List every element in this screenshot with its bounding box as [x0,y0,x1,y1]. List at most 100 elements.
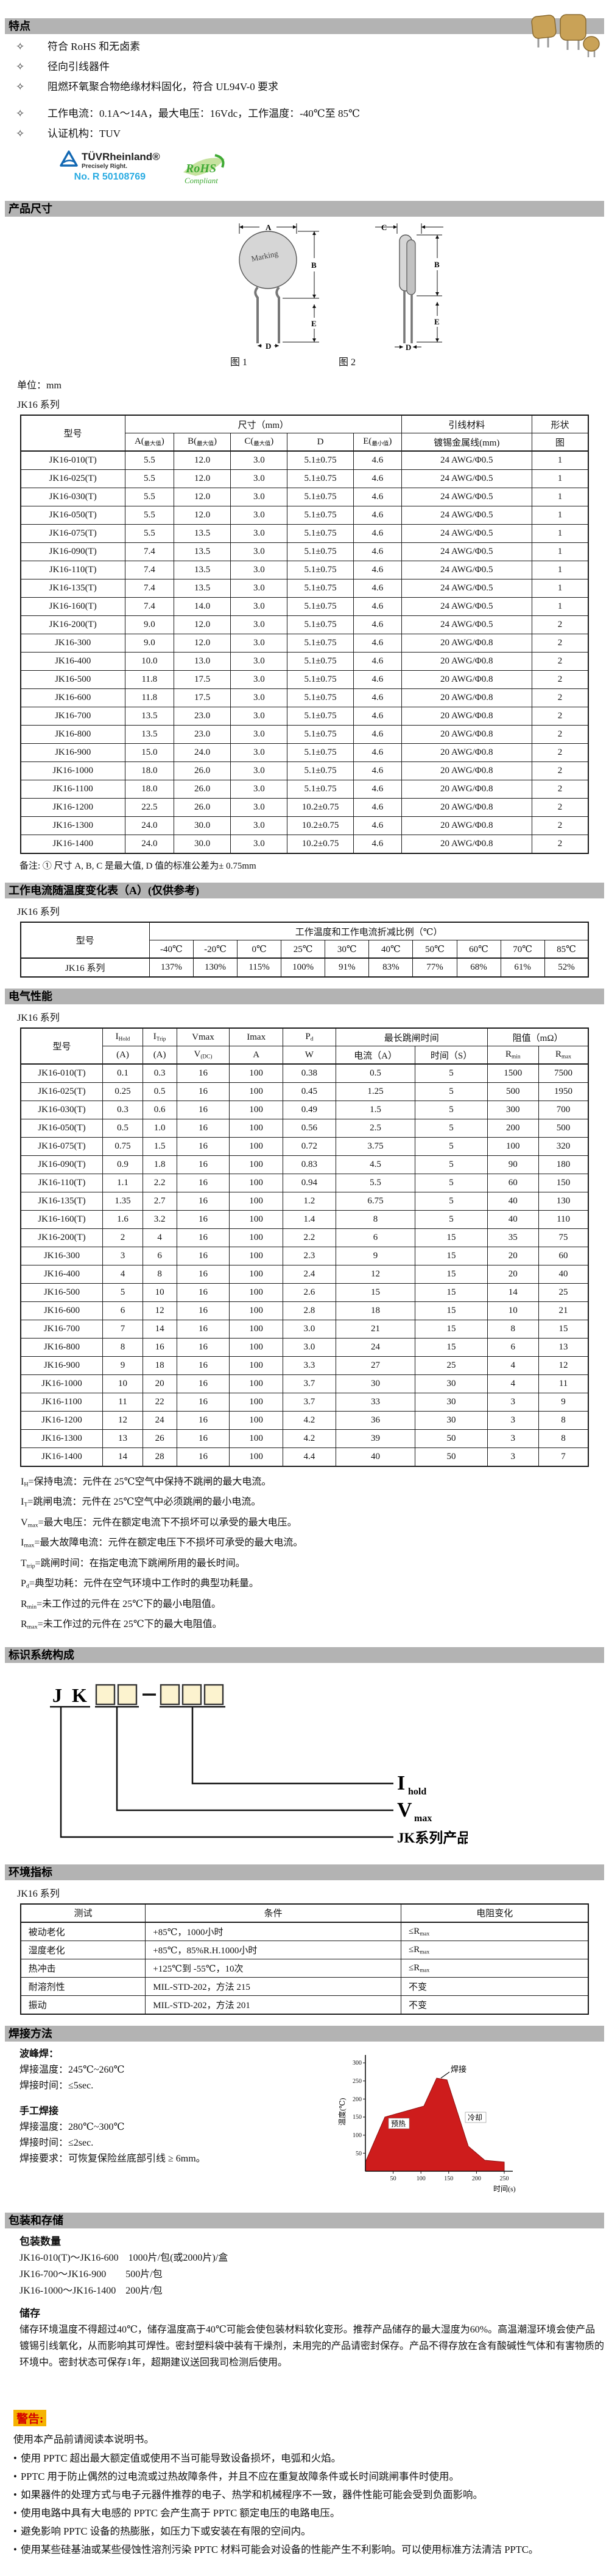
col-header-test: 测试 [20,1903,146,1923]
table-cell: 3.0 [230,542,288,561]
table-cell: 4.6 [353,615,402,634]
feature-text: 阻燃环氧聚合物绝缘材料固化，符合 UL94V-0 要求 [48,81,279,93]
col-header-vmax: Vmax [176,1027,230,1046]
table-cell: +85℃，85%R.H.1000小时 [145,1940,402,1959]
svg-text:hold: hold [408,1787,426,1797]
table-cell: 1.1 [102,1174,143,1192]
table-cell: 3.2 [142,1210,177,1229]
svg-text:B: B [311,261,317,270]
table-cell: JK16-1400 [20,1447,104,1467]
table-cell: 4.6 [353,780,402,799]
table-cell: 热冲击 [20,1958,146,1978]
temp-header: 70℃ [500,940,545,959]
svg-text:D: D [266,341,271,351]
table-cell: 75 [538,1228,589,1247]
table-row: JK16-1200 12 24 16 100 4.2 36 30 3 8 [20,1411,589,1430]
table-cell: 16 [176,1210,230,1229]
feature-item: ✧ 工作电流：0.1A～14A，最大电压：16Vdc，工作温度：-40℃至 85℃ [5,106,604,122]
table-cell: 83% [368,957,414,978]
table-cell: 12 [538,1356,589,1375]
table-cell: JK16-090(T) [20,1155,104,1174]
table-cell: JK16-600 [20,1301,104,1320]
table-cell: 3.0 [230,634,288,653]
section-header-marking: 标识系统构成 [5,1647,604,1663]
table-row: JK16-500 11.8 17.5 3.0 5.1±0.75 4.6 20 AWG/Φ0.… [20,670,589,689]
table-row: JK16-1100 18.0 26.0 3.0 5.1±0.75 4.6 20 AWG/Φ0… [20,780,589,799]
table-cell: 20 AWG/Φ0.8 [401,761,532,780]
table-cell: 100 [229,1374,283,1393]
table-cell: JK16-500 [20,670,125,689]
table-cell: 16 [176,1320,230,1339]
table-row: JK16-050(T) 0.5 1.0 16 100 0.56 2.5 5 200 500 [20,1119,589,1138]
table-cell: 2 [102,1228,143,1247]
table-row: JK16-800 8 16 16 100 3.0 24 15 6 13 [20,1338,589,1357]
section-header-electrical: 电气性能 [5,989,604,1004]
table-cell: 1.0 [142,1119,177,1138]
table-cell: 4.6 [353,469,402,488]
table-cell: 3 [102,1247,143,1265]
svg-text:200: 200 [472,2175,481,2182]
table-cell: JK16-700 [20,707,125,726]
table-cell: 20 AWG/Φ0.8 [401,634,532,653]
table-row: JK16-400 4 8 16 100 2.4 12 15 20 40 [20,1265,589,1284]
table-cell: 3.0 [230,816,288,835]
table-cell: 2.8 [283,1301,336,1320]
table-cell: 25 [538,1283,589,1302]
table-cell: 100 [229,1411,283,1430]
table-cell: 15 [335,1283,416,1302]
table-cell: 100 [229,1082,283,1101]
table-cell: 40 [538,1265,589,1284]
svg-text:200: 200 [353,2096,362,2103]
table-cell: 3 [487,1411,539,1430]
temp-header: 40℃ [368,940,414,959]
table-cell: 21 [538,1301,589,1320]
table-cell: JK16-900 [20,1356,104,1375]
table-cell: 3.0 [230,597,288,616]
figure-1-front-view: A Marking B E D [239,223,319,351]
table-cell: 23.0 [173,707,231,726]
table-cell: 7 [102,1320,143,1339]
table-cell: 18 [335,1301,416,1320]
table-cell: 不变 [401,1976,589,1996]
table-cell: 2.2 [283,1228,336,1247]
temp-header: -40℃ [149,940,194,959]
table-cell: 振动 [20,1995,146,2015]
table-cell: 13 [102,1429,143,1448]
solder-profile-chart: 300 250 200 150 100 50 50 100 150 200 25… [336,2046,525,2202]
col-header-ihold-unit: (A) [102,1046,143,1065]
table-cell: 11 [538,1374,589,1393]
table-cell: 12.0 [173,615,231,634]
table-cell: 5 [415,1063,488,1083]
tuv-brand-text: TÜVRheinland® [82,151,160,163]
table-cell: 20 AWG/Φ0.8 [401,798,532,817]
table-cell: JK16-110(T) [20,1174,104,1192]
table-cell: JK16-600 [20,688,125,707]
bullet-icon: • [13,2452,17,2464]
environment-table-body: 被动老化 +85℃，1000小时 ≤Rmax 湿度老化 +85℃，85%R.H.1000… [20,1922,589,2015]
packaging-qty-line: JK16-700～JK16-900 500片/包 [19,2269,163,2280]
table-cell: 0.3 [142,1063,177,1083]
table-cell: 100 [229,1192,283,1211]
table-row: JK16-030(T) 5.5 12.0 3.0 5.1±0.75 4.6 24 AWG/Φ… [20,488,589,506]
section-header-features: 特点 [5,18,604,34]
col-header-c: C(最大值) [230,433,288,452]
table-cell: 2 [531,780,589,799]
table-cell: 3.0 [230,670,288,689]
table-cell: 100 [229,1174,283,1192]
col-header-resistance-group: 阻值（mΩ） [487,1027,589,1046]
table-cell: 0.1 [102,1063,143,1083]
table-cell: 1950 [538,1082,589,1101]
warning-item: • 如果器件的处理方式与电子元器件推荐的电子、热学和机械程序不一致，器件性能可能会… [13,2486,604,2504]
table-cell: 100 [229,1320,283,1339]
table-cell: 100 [229,1393,283,1412]
table-cell: JK16-030(T) [20,1101,104,1119]
table-cell: 100 [229,1119,283,1138]
table-cell: 4.6 [353,450,402,470]
table-cell: 9.0 [124,634,174,653]
table-cell: 5.5 [124,469,174,488]
table-cell: 12.0 [173,469,231,488]
table-cell: 2 [531,670,589,689]
footnote: Imax=最大故障电流：元件在额定电压下不损坏可承受的最大电流。 [21,1538,303,1549]
table-cell: 22 [142,1393,177,1412]
